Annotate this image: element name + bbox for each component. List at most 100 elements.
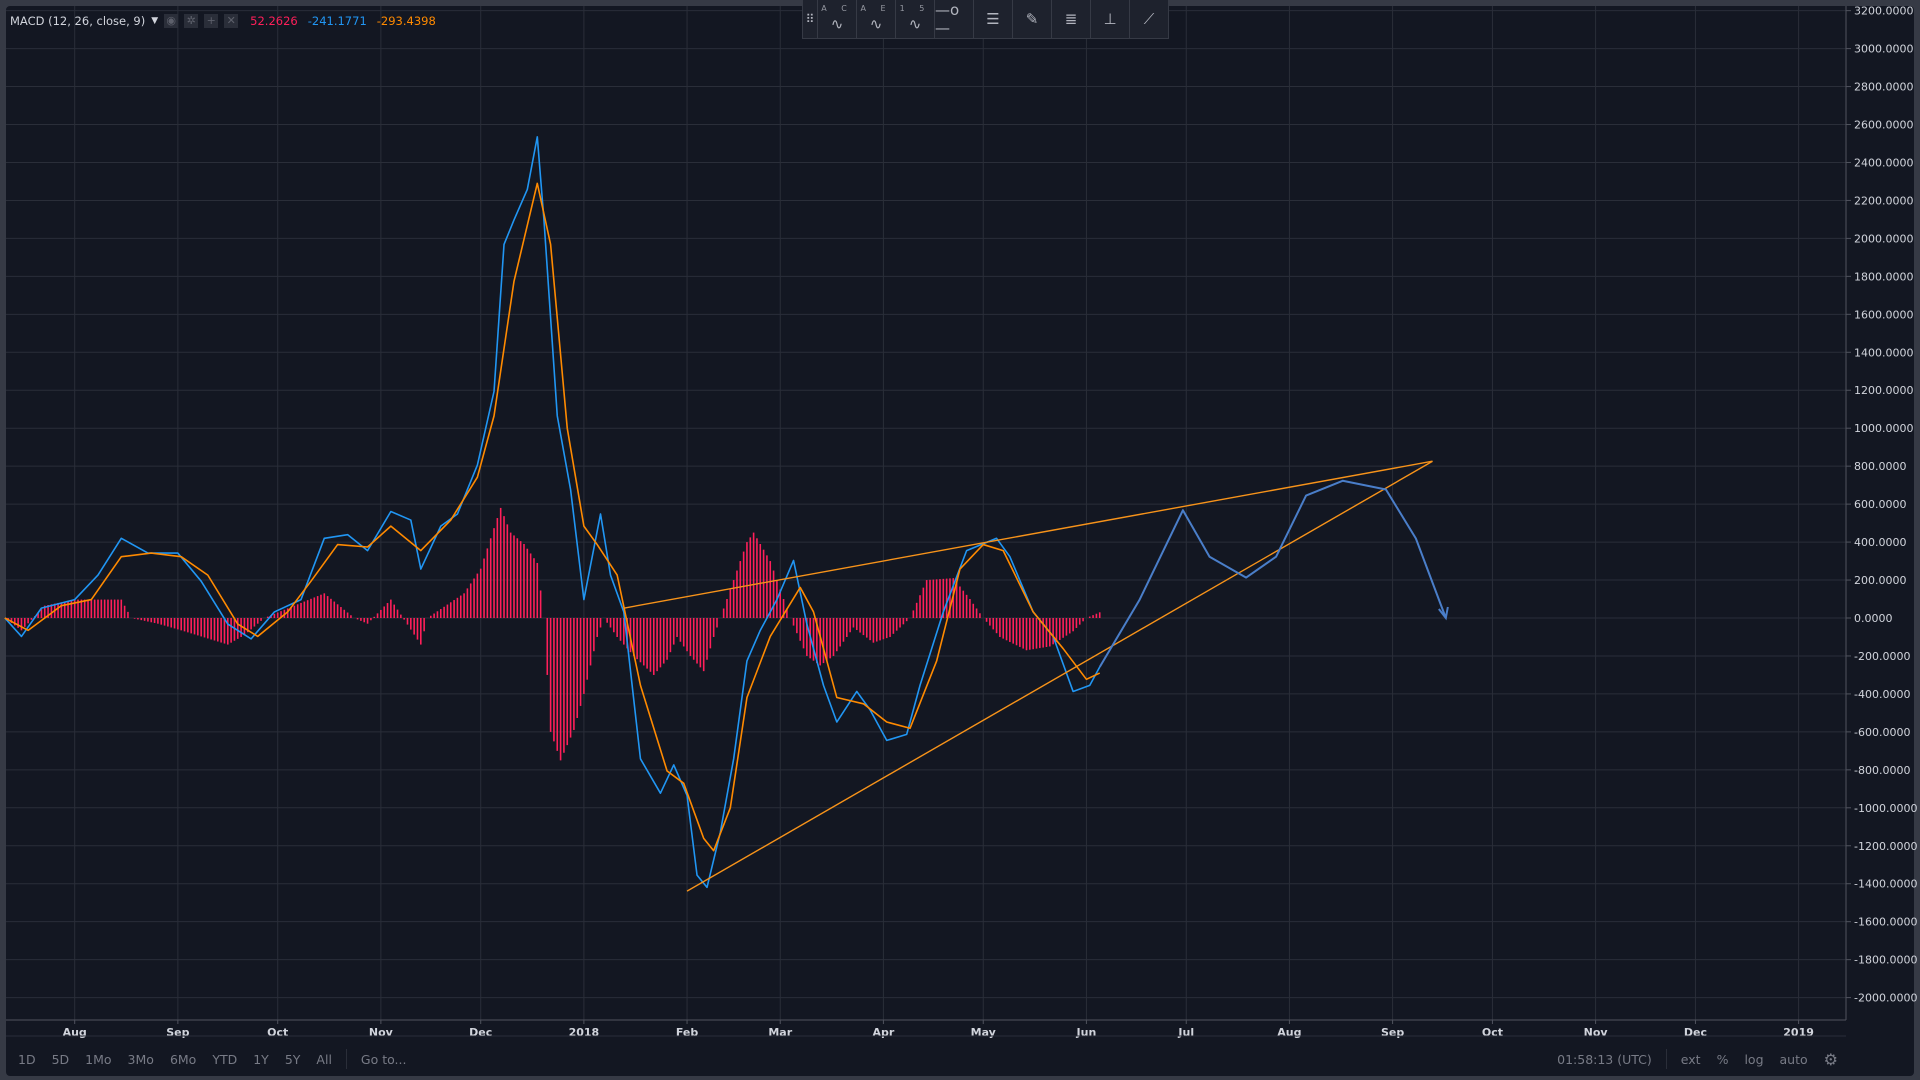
- plus-icon[interactable]: +: [204, 14, 219, 28]
- drawing-toolbar: ⠿ ∿ A C ∿ A E ∿ 1 5 —o— ☰ ✎ ≣ ⊥ ⟋: [802, 0, 1169, 39]
- brush-icon: ✎: [1025, 10, 1039, 28]
- range-5y[interactable]: 5Y: [284, 1051, 301, 1067]
- y-tick-label: 0.0000: [1854, 612, 1893, 625]
- y-tick-label: 2200.0000: [1854, 194, 1914, 207]
- y-tick-label: 600.0000: [1854, 498, 1907, 511]
- range-6mo[interactable]: 6Mo: [169, 1051, 197, 1067]
- y-tick-label: -1400.0000: [1854, 878, 1917, 891]
- elliott-wave-tool[interactable]: ∿ A E: [856, 0, 895, 38]
- close-icon[interactable]: ✕: [224, 14, 239, 28]
- y-tick-label: 1400.0000: [1854, 346, 1914, 359]
- histogram: [7, 507, 1101, 761]
- dropdown-caret-icon[interactable]: ▼: [151, 16, 159, 26]
- y-tick-label: 400.0000: [1854, 536, 1907, 549]
- range-ytd[interactable]: YTD: [212, 1051, 238, 1067]
- parallel-channel-tool[interactable]: ☰: [973, 0, 1012, 38]
- bottom-bar: 1D 5D 1Mo 3Mo 6Mo YTD 1Y 5Y All Go to... 01:58:1…: [6, 1044, 1846, 1074]
- macd-value: -241.1771: [307, 14, 367, 28]
- y-tick-label: 800.0000: [1854, 460, 1907, 473]
- y-tick-label: 1000.0000: [1854, 422, 1914, 435]
- y-tick-label: -1800.0000: [1854, 954, 1917, 967]
- x-tick-label: Jul: [1177, 1026, 1194, 1039]
- y-tick-label: 200.0000: [1854, 574, 1907, 587]
- x-tick-label: Mar: [768, 1026, 792, 1039]
- brush-tool[interactable]: ✎: [1012, 0, 1051, 38]
- x-axis: Aug Sep Oct Nov Dec 2018 Feb Mar Apr May Jun Jul Aug…: [6, 1019, 1846, 1039]
- x-tick-label: Oct: [267, 1026, 288, 1039]
- range-5d[interactable]: 5D: [51, 1051, 70, 1067]
- price-range-tool[interactable]: ⊥: [1090, 0, 1129, 38]
- series-lines: [4, 136, 1101, 889]
- y-tick-label: 1200.0000: [1854, 384, 1914, 397]
- x-tick-label: 2018: [569, 1026, 600, 1039]
- y-tick-label: -1600.0000: [1854, 916, 1917, 929]
- grid: [6, 6, 1846, 1020]
- goto-button[interactable]: Go to...: [360, 1051, 407, 1067]
- trend-line: [686, 460, 1433, 892]
- auto-toggle[interactable]: auto: [1779, 1051, 1808, 1067]
- x-tick-label: Dec: [469, 1026, 492, 1039]
- x-tick-label: Aug: [1277, 1026, 1301, 1039]
- range-all[interactable]: All: [316, 1051, 332, 1067]
- projection-path: [1098, 479, 1447, 668]
- tool-label: 1 5: [899, 4, 931, 13]
- elliott-impulse-tool[interactable]: ∿ 1 5: [895, 0, 934, 38]
- x-tick-label: Nov: [1584, 1026, 1609, 1039]
- x-tick-label: Sep: [166, 1026, 189, 1039]
- y-tick-label: 2800.0000: [1854, 81, 1914, 94]
- ext-toggle[interactable]: ext: [1680, 1051, 1701, 1067]
- range-1mo[interactable]: 1Mo: [85, 1051, 112, 1067]
- indicator-title[interactable]: MACD (12, 26, close, 9): [10, 14, 146, 28]
- fib-retracement-tool[interactable]: ≣: [1051, 0, 1090, 38]
- indicator-legend: MACD (12, 26, close, 9) ▼ ◉ ✲ + ✕ 52.262…: [10, 14, 436, 28]
- log-toggle[interactable]: log: [1744, 1051, 1764, 1067]
- y-tick-label: -800.0000: [1854, 764, 1910, 777]
- parallel-channel-icon: ☰: [986, 10, 1000, 28]
- elliott-impulse-icon: ∿: [908, 15, 922, 33]
- x-tick-label: Dec: [1684, 1026, 1707, 1039]
- signal-value: -293.4398: [376, 14, 436, 28]
- y-tick-label: -1200.0000: [1854, 840, 1917, 853]
- y-tick-label: 1800.0000: [1854, 270, 1914, 283]
- gear-icon[interactable]: ✲: [184, 14, 199, 28]
- x-tick-label: Jun: [1076, 1026, 1097, 1039]
- tool-label: A E: [860, 4, 892, 13]
- x-tick-label: 2019: [1783, 1026, 1814, 1039]
- x-tick-label: Feb: [676, 1026, 699, 1039]
- x-tick-label: May: [971, 1026, 996, 1039]
- x-tick-label: Oct: [1482, 1026, 1503, 1039]
- divider: [345, 1049, 347, 1069]
- range-3mo[interactable]: 3Mo: [127, 1051, 154, 1067]
- divider: [1665, 1049, 1667, 1069]
- abcd-pattern-icon: ∿: [830, 15, 844, 33]
- y-tick-label: 3000.0000: [1854, 43, 1914, 56]
- fib-retracement-icon: ≣: [1064, 10, 1078, 28]
- drag-handle-tool[interactable]: ⠿: [803, 0, 817, 38]
- signal-line: [4, 182, 1101, 852]
- x-tick-label: Aug: [63, 1026, 87, 1039]
- percent-toggle[interactable]: %: [1716, 1051, 1729, 1067]
- trend-line: [623, 460, 1433, 609]
- y-tick-label: -600.0000: [1854, 726, 1910, 739]
- price-range-icon: ⊥: [1103, 10, 1117, 28]
- horizontal-ray-tool[interactable]: —o—: [934, 0, 973, 38]
- x-tick-label: Sep: [1381, 1026, 1404, 1039]
- y-tick-label: 2600.0000: [1854, 119, 1914, 132]
- horizontal-ray-icon: —o—: [935, 1, 960, 37]
- trend-line-tool[interactable]: ⟋: [1129, 0, 1168, 38]
- drawings: [623, 460, 1449, 892]
- trend-line-icon: ⟋: [1143, 10, 1155, 28]
- y-tick-label: 1600.0000: [1854, 308, 1914, 321]
- y-tick-label: -200.0000: [1854, 650, 1910, 663]
- eye-icon[interactable]: ◉: [164, 14, 179, 28]
- range-1d[interactable]: 1D: [18, 1051, 36, 1067]
- elliott-wave-icon: ∿: [869, 15, 883, 33]
- abcd-pattern-tool[interactable]: ∿ A C: [817, 0, 856, 38]
- y-tick-label: 2000.0000: [1854, 232, 1914, 245]
- y-tick-label: -1000.0000: [1854, 802, 1917, 815]
- y-tick-label: 3200.0000: [1854, 5, 1914, 18]
- range-1y[interactable]: 1Y: [253, 1051, 269, 1067]
- y-tick-label: -400.0000: [1854, 688, 1910, 701]
- gear-icon[interactable]: ⚙: [1823, 1049, 1838, 1069]
